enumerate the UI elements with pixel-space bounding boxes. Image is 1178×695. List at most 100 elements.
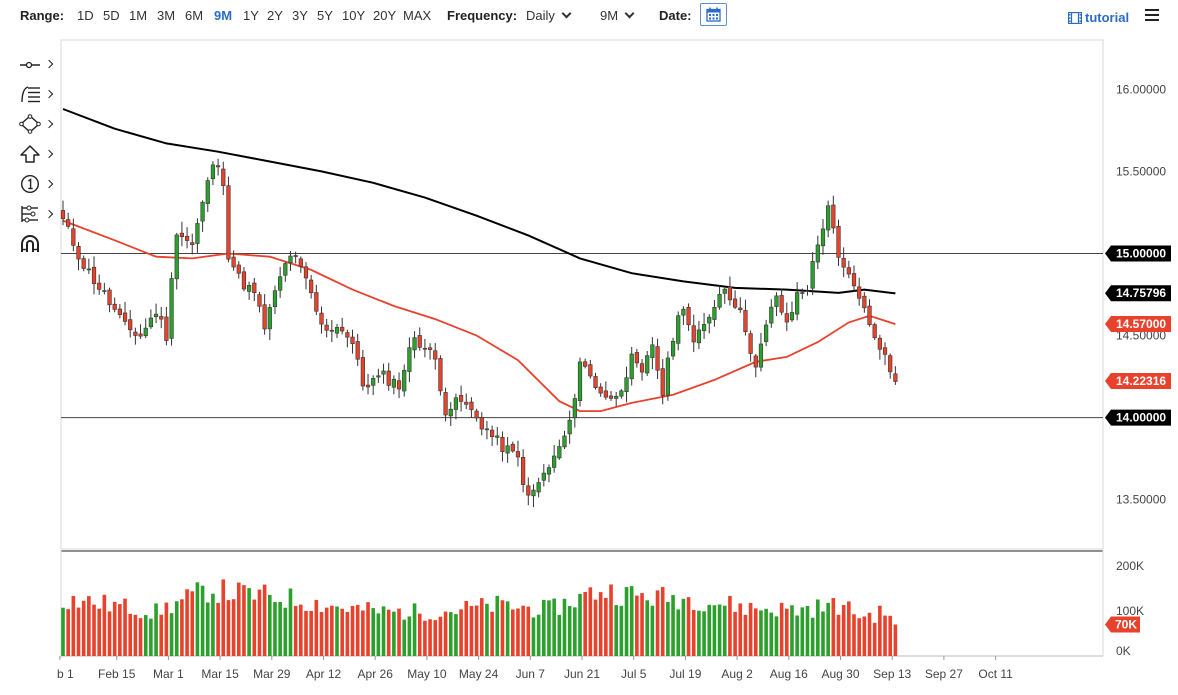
volume-bar <box>748 602 753 656</box>
candle-body <box>278 276 283 291</box>
annotation-tool-button[interactable] <box>14 172 54 198</box>
candlestick <box>76 242 81 271</box>
volume-bar <box>816 599 820 656</box>
candle-body <box>732 298 738 308</box>
range-10y-button[interactable]: 10Y <box>342 8 366 23</box>
candlestick <box>624 366 629 403</box>
candlestick <box>360 350 365 391</box>
range-1y-button[interactable]: 1Y <box>243 8 259 23</box>
candlestick <box>153 303 159 324</box>
candle-body <box>210 164 216 180</box>
volume-bar <box>640 593 644 656</box>
volume-bar <box>92 604 96 656</box>
candlestick <box>159 306 164 329</box>
range-1d-button[interactable]: 1D <box>77 8 94 23</box>
tutorial-link[interactable]: tutorial <box>1068 10 1129 25</box>
candlestick <box>417 327 422 351</box>
candlestick <box>614 391 619 407</box>
range-3y-button[interactable]: 3Y <box>292 8 308 23</box>
price-tick-label: 15.50000 <box>1116 164 1166 178</box>
range-5d-button[interactable]: 5D <box>103 8 120 23</box>
candle-body <box>153 313 159 318</box>
price-tick-label: 16.00000 <box>1116 82 1166 96</box>
period-select[interactable]: 9M <box>600 8 635 23</box>
volume-bar <box>567 605 572 656</box>
candle-body <box>562 435 567 448</box>
measure-icon <box>21 205 38 223</box>
volume-bar <box>376 613 381 656</box>
range-2y-button[interactable]: 2Y <box>267 8 283 23</box>
candle-body <box>495 435 500 438</box>
numbered-circle-icon <box>20 174 40 194</box>
date-tick-label: Jun 7 <box>516 667 546 681</box>
candle-body <box>810 261 815 289</box>
range-max-button[interactable]: MAX <box>403 8 432 23</box>
range-5y-button[interactable]: 5Y <box>317 8 333 23</box>
candlestick <box>288 251 293 271</box>
line-tool-button[interactable] <box>14 52 54 78</box>
hamburger-menu-icon[interactable] <box>1145 9 1159 22</box>
candlestick <box>779 288 784 316</box>
candlestick <box>851 265 857 292</box>
volume-bar <box>236 582 241 656</box>
candlestick <box>707 314 712 334</box>
range-9m-button[interactable]: 9M <box>214 8 233 23</box>
candlestick <box>727 276 733 306</box>
candle-body <box>60 210 66 219</box>
range-3m-button[interactable]: 3M <box>157 8 176 23</box>
shape-tool-button[interactable] <box>14 112 54 138</box>
candlestick <box>738 297 743 313</box>
range-6m-button[interactable]: 6M <box>185 8 204 23</box>
candlestick <box>60 200 66 226</box>
candlestick <box>681 306 686 325</box>
candle-body <box>598 386 603 394</box>
candle-body <box>174 234 179 280</box>
volume-bar <box>164 602 169 656</box>
volume-bar <box>785 608 789 656</box>
volume-bar <box>681 598 686 656</box>
volume-bar <box>128 613 133 656</box>
date-picker-button[interactable] <box>700 3 727 26</box>
volume-bar <box>883 615 887 656</box>
arrow-tool-button[interactable] <box>14 142 54 168</box>
magnet-tool-button[interactable] <box>14 232 54 258</box>
candle-body <box>417 335 422 348</box>
volume-bar <box>790 605 794 656</box>
volume-bar <box>655 590 660 656</box>
candle-body <box>634 352 639 364</box>
candlestick <box>805 285 810 296</box>
volume-bar <box>604 597 608 656</box>
candlestick <box>753 353 758 378</box>
volume-bar <box>123 598 127 656</box>
candle-body <box>521 457 526 485</box>
candle-body <box>795 292 800 315</box>
volume-bar <box>847 601 851 656</box>
volume-bar <box>438 616 443 656</box>
range-1m-button[interactable]: 1M <box>129 8 148 23</box>
candle-body <box>309 279 314 293</box>
candlestick <box>826 200 831 238</box>
candle-body <box>86 268 91 271</box>
volume-bar <box>691 610 696 656</box>
frequency-select[interactable]: Daily <box>526 8 572 23</box>
candlestick <box>453 393 459 420</box>
candle-body <box>691 325 696 343</box>
measure-tool-button[interactable] <box>14 202 54 228</box>
candle-body <box>267 307 272 330</box>
volume-bar <box>578 593 582 656</box>
frequency-value: Daily <box>526 8 555 23</box>
volume-label-text: 70K <box>1115 618 1137 632</box>
candlestick <box>732 290 738 310</box>
candlestick <box>846 260 851 279</box>
volume-bar <box>345 611 350 656</box>
range-20y-button[interactable]: 20Y <box>373 8 397 23</box>
volume-bar <box>598 592 603 656</box>
candlestick <box>205 177 210 212</box>
fibonacci-tool-button[interactable] <box>14 82 54 108</box>
candle-body <box>650 344 655 358</box>
volume-bar <box>423 620 427 656</box>
price-label-background <box>1105 373 1171 390</box>
volume-bar <box>76 607 81 656</box>
candle-body <box>645 355 650 374</box>
volume-bar <box>738 603 743 656</box>
